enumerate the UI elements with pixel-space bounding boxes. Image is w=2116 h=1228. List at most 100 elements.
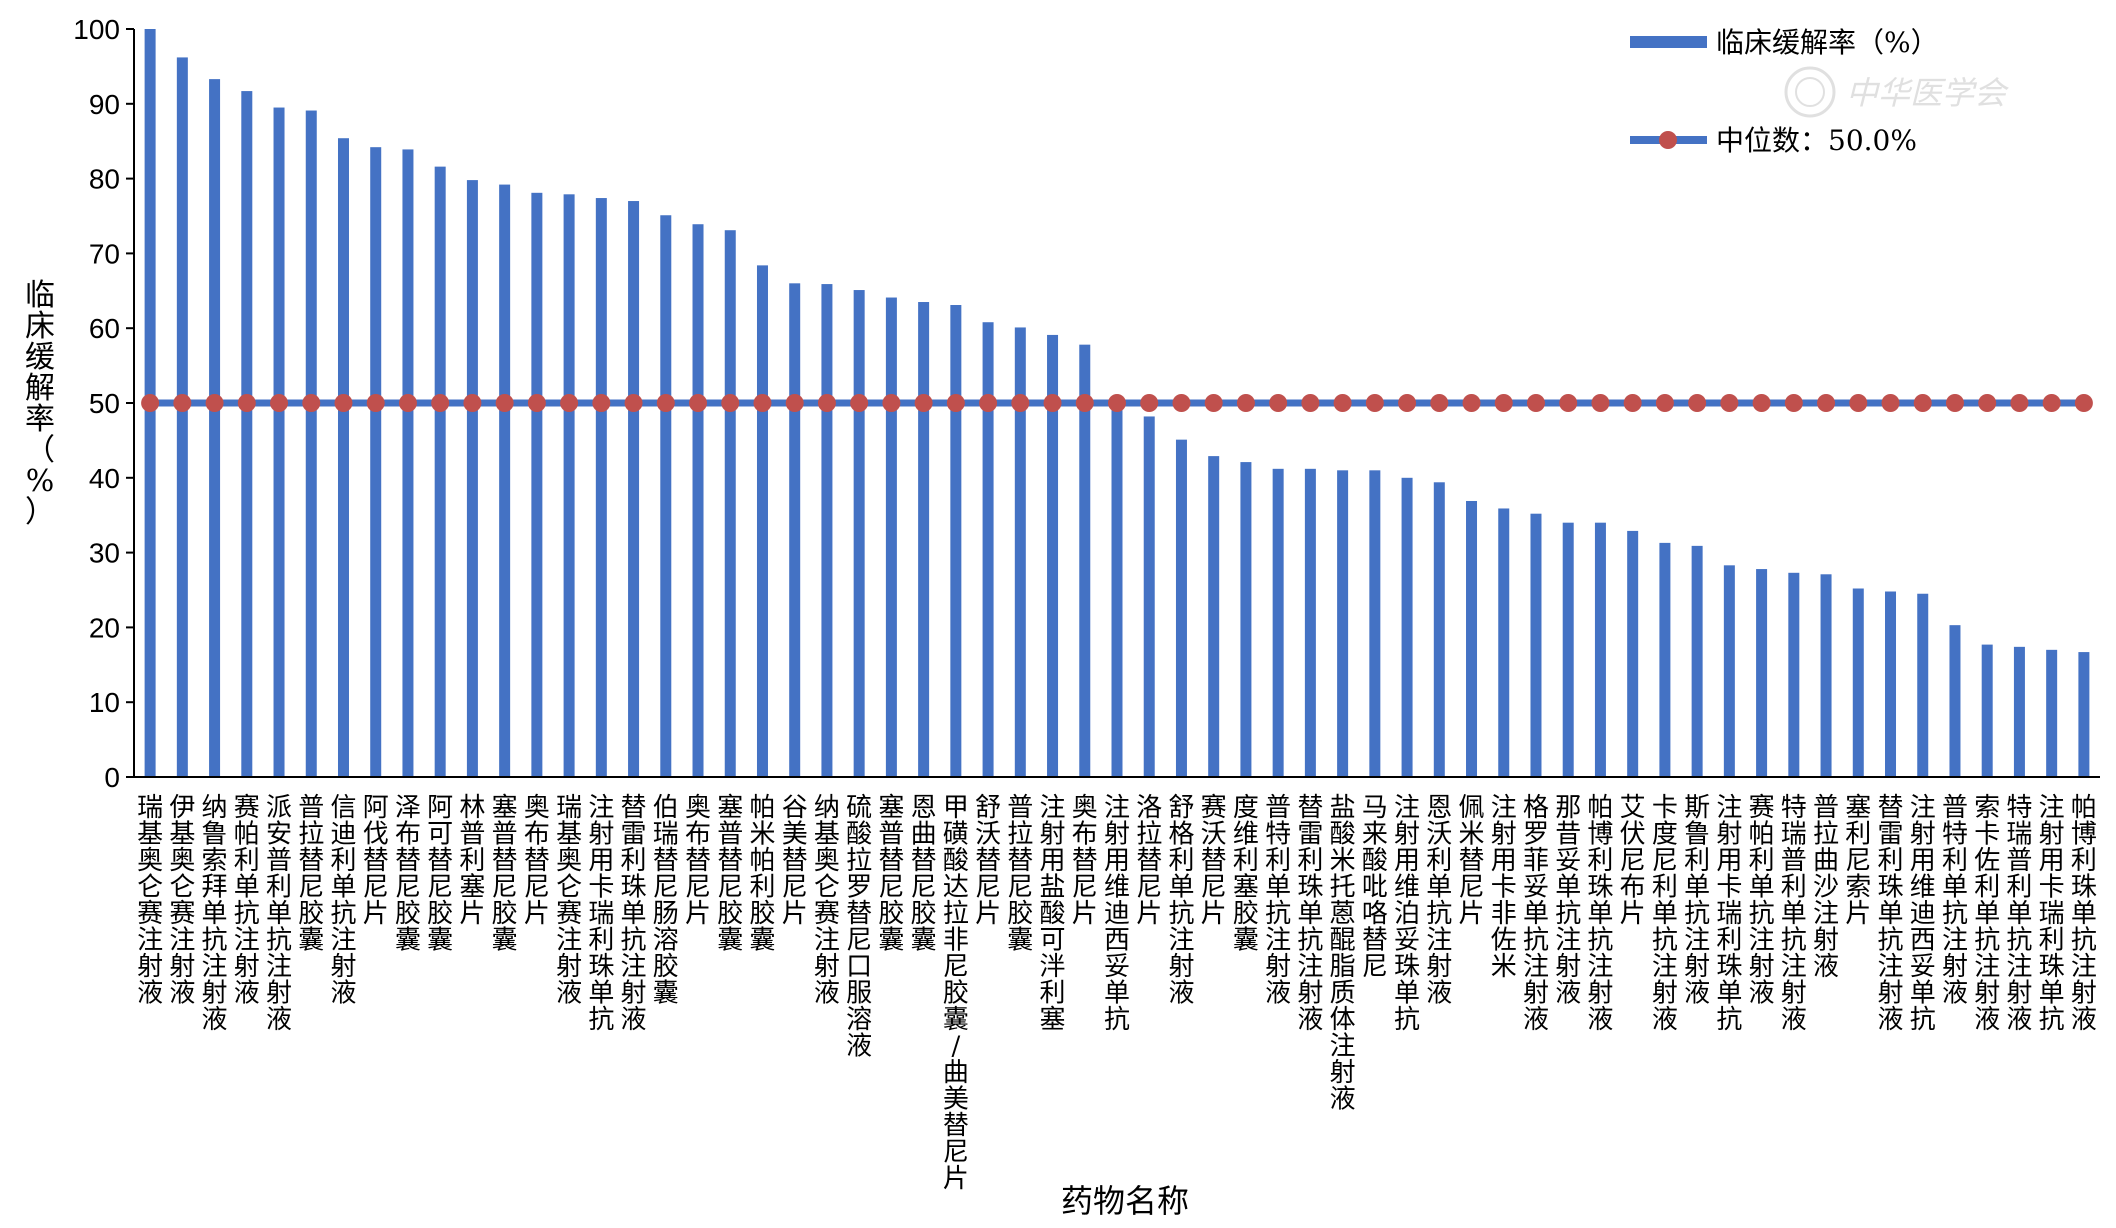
bar bbox=[1143, 416, 1155, 777]
median-marker bbox=[785, 394, 804, 412]
x-tick-labels: 瑞基奥仑赛注射液伊基奥仑赛注射液纳鲁索拜单抗注射液赛帕利单抗注射液派安普利单抗注… bbox=[137, 793, 2097, 1194]
bar bbox=[1562, 522, 1574, 777]
bar bbox=[1208, 456, 1220, 777]
y-tick-label: 10 bbox=[89, 687, 120, 718]
median-marker bbox=[1269, 394, 1288, 412]
x-tick-label: 佩米替尼片 bbox=[1459, 793, 1485, 929]
x-tick-label: 普拉替尼胶囊 bbox=[298, 793, 324, 956]
median-marker bbox=[1688, 394, 1707, 412]
median-marker bbox=[1752, 394, 1771, 412]
bar bbox=[1981, 644, 1993, 777]
x-tick-label: 阿可替尼胶囊 bbox=[427, 793, 453, 956]
bar bbox=[1498, 508, 1510, 777]
x-tick-label: 恩沃利单抗注射液 bbox=[1426, 793, 1452, 1009]
x-tick-label: 塞普替尼胶囊 bbox=[717, 793, 743, 956]
x-tick-label: 谷美替尼片 bbox=[782, 793, 808, 929]
bar bbox=[1466, 500, 1478, 777]
x-tick-label: 替雷利珠单抗注射液 bbox=[1878, 793, 1904, 1035]
x-tick-label: 帕米帕利胶囊 bbox=[749, 793, 775, 956]
x-tick-label: 注射用卡瑞利珠单抗 bbox=[2039, 793, 2065, 1035]
x-tick-label: 派安普利单抗注射液 bbox=[266, 793, 292, 1035]
x-tick-label-text: 盐酸米托蒽醌脂质体注射液 bbox=[1330, 793, 1356, 1115]
x-tick-label-text: 马来酸吡咯替尼 bbox=[1362, 793, 1388, 982]
x-tick-label: 卡度尼利单抗注射液 bbox=[1652, 793, 1678, 1035]
bar bbox=[789, 283, 801, 777]
median-marker bbox=[1881, 394, 1900, 412]
y-tick-label: 40 bbox=[89, 463, 120, 494]
x-tick-label-text: 塞利尼索片 bbox=[1845, 793, 1871, 929]
bar bbox=[1885, 591, 1897, 777]
x-tick-label: 林普利塞片 bbox=[459, 793, 485, 929]
median-marker bbox=[1398, 394, 1417, 412]
x-tick-label-text: 索卡佐利单抗注射液 bbox=[1974, 793, 2000, 1035]
bar bbox=[1111, 403, 1123, 777]
x-tick-label-text: 普拉曲沙注射液 bbox=[1813, 793, 1839, 982]
x-tick-label-text: 普特利单抗注射液 bbox=[1265, 793, 1291, 1009]
median-marker bbox=[237, 394, 256, 412]
x-tick-label: 纳基奥仑赛注射液 bbox=[814, 793, 840, 1009]
bar bbox=[273, 107, 285, 778]
median-marker bbox=[850, 394, 869, 412]
bar bbox=[1079, 344, 1091, 777]
x-tick-label: 阿伐替尼片 bbox=[363, 793, 389, 929]
bar bbox=[1756, 569, 1768, 777]
median-marker bbox=[1462, 394, 1481, 412]
y-tick-label: 70 bbox=[89, 238, 120, 269]
median-marker bbox=[495, 394, 514, 412]
median-marker bbox=[2074, 394, 2093, 412]
median-marker bbox=[1430, 394, 1449, 412]
bar bbox=[853, 290, 865, 777]
bar bbox=[1240, 462, 1252, 777]
x-tick-label-text: 替雷利珠单抗注射液 bbox=[621, 793, 647, 1035]
x-tick-label-text: 帕博利珠单抗注射液 bbox=[1587, 793, 1613, 1035]
x-tick-label: 甲磺酸达拉非尼胶囊/曲美替尼片 bbox=[943, 793, 969, 1194]
median-marker bbox=[1978, 394, 1997, 412]
x-tick-label: 赛帕利单抗注射液 bbox=[234, 793, 260, 1009]
bar bbox=[1304, 468, 1316, 777]
x-tick-label: 盐酸米托蒽醌脂质体注射液 bbox=[1330, 793, 1356, 1115]
bar-series bbox=[144, 29, 2090, 778]
bar bbox=[370, 147, 382, 777]
x-tick-label: 泽布替尼胶囊 bbox=[395, 793, 421, 956]
x-tick-label: 注射用卡瑞利珠单抗 bbox=[588, 793, 614, 1035]
x-tick-label-text: 塞普替尼胶囊 bbox=[492, 793, 518, 956]
median-marker bbox=[1655, 394, 1674, 412]
x-tick-label-text: 格罗菲妥单抗注射液 bbox=[1523, 793, 1549, 1035]
bar bbox=[1852, 588, 1864, 777]
x-tick-label: 塞普替尼胶囊 bbox=[878, 793, 904, 956]
x-tick-label-text: 奥布替尼片 bbox=[1072, 793, 1098, 929]
x-tick-label-text: 注射用卡瑞利珠单抗 bbox=[2039, 793, 2065, 1035]
legend-bar-label: 临床缓解率（%） bbox=[1716, 26, 1939, 59]
median-marker bbox=[366, 394, 385, 412]
median-marker bbox=[205, 394, 224, 412]
bar bbox=[1337, 470, 1349, 777]
x-tick-label-text: 斯鲁利单抗注射液 bbox=[1684, 793, 1710, 1009]
bar bbox=[434, 166, 446, 777]
bar bbox=[1788, 572, 1800, 777]
x-tick-label: 普特利单抗注射液 bbox=[1265, 793, 1291, 1009]
x-tick-label-text: 瑞基奥仑赛注射液 bbox=[137, 793, 163, 1009]
x-tick-label: 伯瑞替尼肠溶胶囊 bbox=[653, 793, 679, 1009]
median-marker bbox=[1172, 394, 1191, 412]
x-tick-label-text: 特瑞普利单抗注射液 bbox=[1781, 793, 1807, 1035]
bar bbox=[1691, 545, 1703, 777]
x-tick-label-text: 瑞基奥仑赛注射液 bbox=[556, 793, 582, 1009]
median-marker bbox=[817, 394, 836, 412]
x-tick-label: 特瑞普利单抗注射液 bbox=[2006, 793, 2032, 1035]
median-marker bbox=[624, 394, 643, 412]
watermark-emblem bbox=[1784, 66, 1836, 118]
legend-median-swatch-marker bbox=[1659, 131, 1677, 149]
x-tick-label-text: 艾伏尼布片 bbox=[1620, 793, 1646, 929]
median-marker bbox=[753, 394, 772, 412]
median-marker bbox=[914, 394, 933, 412]
x-tick-label: 奥布替尼片 bbox=[1072, 793, 1098, 929]
bar bbox=[1401, 477, 1413, 777]
x-tick-label-text: 甲磺酸达拉非尼胶囊/曲美替尼片 bbox=[943, 793, 969, 1194]
median-marker bbox=[1236, 394, 1255, 412]
x-tick-label-text: 注射用盐酸可泮利塞 bbox=[1040, 793, 1066, 1035]
median-marker bbox=[1365, 394, 1384, 412]
y-tick-label: 0 bbox=[104, 762, 120, 793]
x-tick-label: 恩曲替尼胶囊 bbox=[911, 793, 937, 956]
bar bbox=[885, 297, 897, 777]
